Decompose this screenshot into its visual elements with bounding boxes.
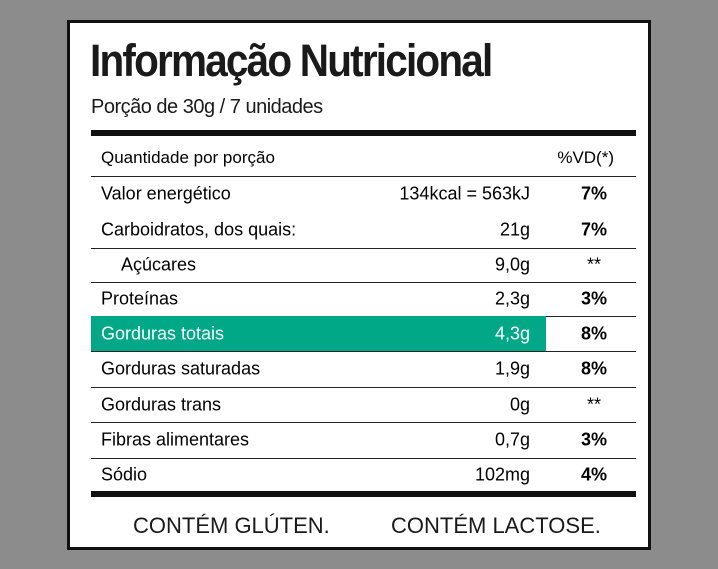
nutrient-name: Proteínas bbox=[101, 288, 179, 309]
daily-value: 3% bbox=[580, 288, 607, 309]
nutrition-label: Informação Nutricional Porção de 30g / 7… bbox=[67, 20, 651, 550]
column-header: Quantidade por porção bbox=[101, 147, 275, 167]
amount: 0,7g bbox=[494, 429, 530, 450]
row-divider bbox=[91, 176, 636, 177]
row-divider bbox=[91, 422, 636, 423]
serving: Porção de 30g / 7 unidades bbox=[91, 96, 323, 118]
amount: 134kcal = 563kJ bbox=[399, 183, 530, 204]
amount: 0g bbox=[509, 394, 530, 414]
divider bbox=[91, 130, 636, 136]
row-divider bbox=[91, 458, 636, 459]
amount: 102mg bbox=[474, 464, 530, 484]
daily-value: ** bbox=[586, 254, 601, 275]
daily-value: ** bbox=[586, 394, 601, 414]
daily-value: 3% bbox=[580, 429, 607, 450]
row-divider bbox=[91, 248, 636, 249]
amount: 4,3g bbox=[494, 323, 530, 343]
row-divider bbox=[91, 387, 636, 388]
table-row: Gorduras saturadas 1,9g 8% bbox=[91, 351, 636, 387]
nutrient-name: Açúcares bbox=[121, 254, 197, 275]
divider bbox=[91, 491, 636, 497]
table-row: Sódio 102mg 4% bbox=[91, 458, 636, 491]
table-row: Gorduras trans 0g ** bbox=[91, 387, 636, 422]
daily-value: 7% bbox=[580, 219, 607, 240]
amount: 9,0g bbox=[494, 254, 530, 275]
nutrient-name: Fibras alimentares bbox=[101, 429, 250, 450]
table-row: Açúcares 9,0g ** bbox=[91, 248, 636, 282]
table-row: Valor energético 134kcal = 563kJ 7% bbox=[91, 176, 636, 212]
daily-value: 8% bbox=[580, 323, 607, 343]
amount: 21g bbox=[499, 219, 530, 240]
table-row: Proteínas 2,3g 3% bbox=[91, 282, 636, 316]
title: Informação Nutricional bbox=[90, 35, 493, 86]
nutrient-name: Carboidratos, dos quais: bbox=[101, 219, 297, 240]
daily-value: 7% bbox=[580, 183, 607, 204]
daily-value: 8% bbox=[580, 358, 607, 379]
nutrient-name: Gorduras trans bbox=[101, 394, 222, 414]
nutrient-name: Valor energético bbox=[101, 183, 231, 204]
table-row: Carboidratos, dos quais: 21g 7% bbox=[91, 212, 636, 248]
column-header: %VD(*) bbox=[557, 147, 614, 167]
footer-note: CONTÉM LACTOSE. bbox=[391, 513, 601, 538]
row-divider bbox=[91, 351, 636, 352]
daily-value: 4% bbox=[580, 464, 607, 484]
nutrient-name: Gorduras totais bbox=[101, 323, 225, 343]
row-divider bbox=[91, 282, 636, 283]
table-row: Gorduras totais 4,3g 8% bbox=[91, 316, 636, 351]
amount: 1,9g bbox=[494, 358, 530, 379]
highlight bbox=[91, 316, 546, 351]
table-row: Fibras alimentares 0,7g 3% bbox=[91, 422, 636, 458]
nutrient-name: Gorduras saturadas bbox=[101, 358, 261, 379]
nutrient-name: Sódio bbox=[101, 464, 148, 484]
footer-note: CONTÉM GLÚTEN. bbox=[133, 513, 330, 538]
table-header: Quantidade por porção %VD(*) bbox=[91, 139, 636, 176]
amount: 2,3g bbox=[494, 288, 530, 309]
